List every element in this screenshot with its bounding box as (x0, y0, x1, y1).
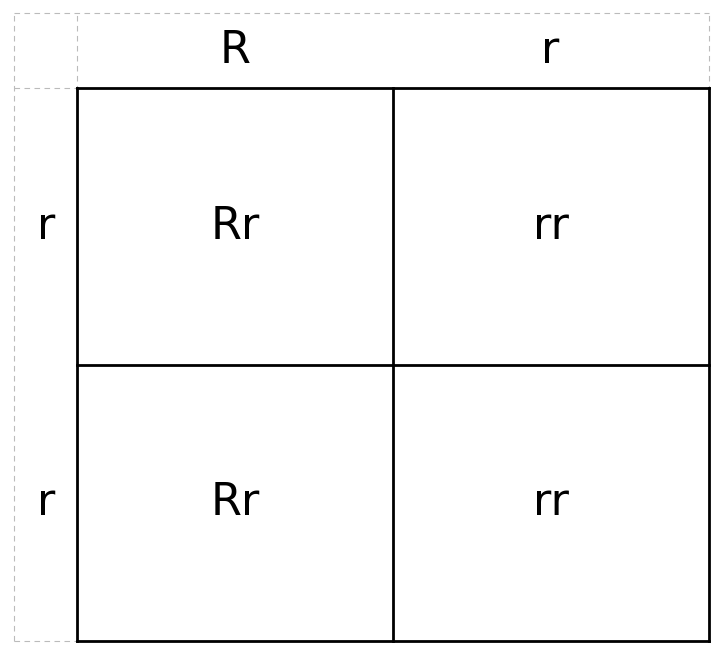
Text: r: r (36, 205, 55, 248)
Text: rr: rr (533, 205, 568, 248)
Text: Rr: Rr (210, 481, 260, 525)
Text: R: R (219, 29, 250, 72)
Text: r: r (36, 481, 55, 525)
Text: rr: rr (533, 481, 568, 525)
Text: r: r (542, 29, 560, 72)
Text: Rr: Rr (210, 205, 260, 248)
